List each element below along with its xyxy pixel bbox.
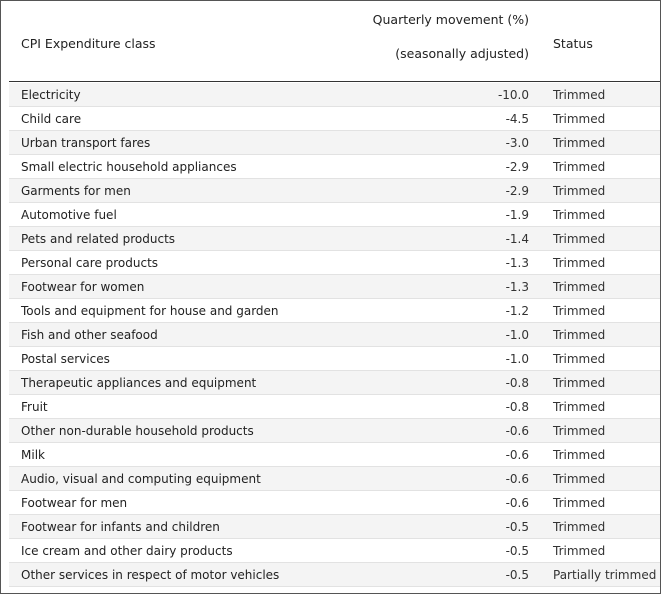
expenditure-class: Other non-durable household products <box>21 424 254 438</box>
expenditure-class: Garments for men <box>21 184 131 198</box>
expenditure-class: Footwear for infants and children <box>21 520 220 534</box>
status: Trimmed <box>553 448 606 462</box>
table-row: Footwear for women -1.3 Trimmed <box>9 275 660 299</box>
expenditure-class: Footwear for men <box>21 496 128 510</box>
expenditure-class: Pets and related products <box>21 232 176 246</box>
table-row: Personal care products -1.3 Trimmed <box>9 251 660 275</box>
column-header: CPI Expenditure class <box>21 36 156 51</box>
status: Trimmed <box>553 232 606 246</box>
quarterly-movement: -0.6 <box>505 472 529 486</box>
status: Trimmed <box>553 376 606 390</box>
expenditure-class: Urban transport fares <box>21 136 151 150</box>
table-row: Footwear for infants and children -0.5 Tri… <box>9 515 660 539</box>
quarterly-movement: -4.5 <box>505 112 529 126</box>
expenditure-class: Milk <box>21 448 45 462</box>
table-row: Electricity -10.0 Trimmed <box>9 83 660 107</box>
status: Trimmed <box>553 280 606 294</box>
expenditure-class: Ice cream and other dairy products <box>21 544 233 558</box>
expenditure-class: Postal services <box>21 352 110 366</box>
quarterly-movement: -1.9 <box>505 208 529 222</box>
status: Trimmed <box>553 496 606 510</box>
table-row: Child care -4.5 Trimmed <box>9 107 660 131</box>
table-body: Electricity -10.0 Trimmed Child care -4.5 Tri… <box>9 83 660 587</box>
table-row: Postal services -1.0 Trimmed <box>9 347 660 371</box>
status: Trimmed <box>553 544 606 558</box>
table-row: Therapeutic appliances and equipment -0.8… <box>9 371 660 395</box>
expenditure-class: Small electric household appliances <box>21 160 237 174</box>
status: Trimmed <box>553 400 606 414</box>
table-row: Garments for men -2.9 Trimmed <box>9 179 660 203</box>
table-row: Automotive fuel -1.9 Trimmed <box>9 203 660 227</box>
status: Trimmed <box>553 424 606 438</box>
status: Trimmed <box>553 472 606 486</box>
status: Partially trimmed <box>553 568 657 582</box>
quarterly-movement: -0.6 <box>505 424 529 438</box>
status: Trimmed <box>553 136 606 150</box>
quarterly-movement: -1.0 <box>505 352 529 366</box>
expenditure-class: Electricity <box>21 88 81 102</box>
status: Trimmed <box>553 208 606 222</box>
table-row: Small electric household appliances -2.9 T… <box>9 155 660 179</box>
expenditure-class: Other services in respect of motor vehic… <box>21 568 280 582</box>
table-row: Ice cream and other dairy products -0.5 Tr… <box>9 539 660 563</box>
expenditure-class: Child care <box>21 112 82 126</box>
quarterly-movement: -3.0 <box>505 136 529 150</box>
quarterly-movement: -1.0 <box>505 328 529 342</box>
status: Trimmed <box>553 184 606 198</box>
table-row: Footwear for men -0.6 Trimmed <box>9 491 660 515</box>
header-rule <box>9 81 660 82</box>
expenditure-class: Tools and equipment for house and garden <box>21 304 279 318</box>
expenditure-class: Footwear for women <box>21 280 145 294</box>
quarterly-movement: -2.9 <box>505 184 529 198</box>
column-header: Quarterly movement (%) <box>372 12 529 27</box>
expenditure-class: Therapeutic appliances and equipment <box>21 376 257 390</box>
table-row: Fruit -0.8 Trimmed <box>9 395 660 419</box>
quarterly-movement: -2.9 <box>505 160 529 174</box>
table-row: Pets and related products -1.4 Trimmed <box>9 227 660 251</box>
quarterly-movement: -0.5 <box>505 520 529 534</box>
quarterly-movement: -0.6 <box>505 448 529 462</box>
table-row: Audio, visual and computing equipment -0.… <box>9 467 660 491</box>
table-row: Tools and equipment for house and garden… <box>9 299 660 323</box>
status: Trimmed <box>553 256 606 270</box>
status: Trimmed <box>553 112 606 126</box>
table-row: Other non-durable household products -0.6… <box>9 419 660 443</box>
expenditure-class: Automotive fuel <box>21 208 117 222</box>
quarterly-movement: -10.0 <box>497 88 529 102</box>
status: Trimmed <box>553 520 606 534</box>
table-row: Urban transport fares -3.0 Trimmed <box>9 131 660 155</box>
quarterly-movement: -1.4 <box>505 232 529 246</box>
quarterly-movement: -0.5 <box>505 544 529 558</box>
column-header: Status <box>553 36 593 51</box>
expenditure-class: Fish and other seafood <box>21 328 158 342</box>
status: Trimmed <box>553 352 606 366</box>
table-row: Other services in respect of motor vehic… <box>9 563 660 587</box>
status: Trimmed <box>553 160 606 174</box>
expenditure-class: Personal care products <box>21 256 159 270</box>
quarterly-movement: -0.5 <box>505 568 529 582</box>
quarterly-movement: -1.3 <box>505 280 529 294</box>
status: Trimmed <box>553 328 606 342</box>
quarterly-movement: -1.3 <box>505 256 529 270</box>
expenditure-class: Fruit <box>21 400 48 414</box>
quarterly-movement: -0.8 <box>505 400 529 414</box>
quarterly-movement: -1.2 <box>505 304 529 318</box>
expenditure-class: Audio, visual and computing equipment <box>21 472 261 486</box>
table-row: Fish and other seafood -1.0 Trimmed <box>9 323 660 347</box>
status: Trimmed <box>553 304 606 318</box>
quarterly-movement: -0.8 <box>505 376 529 390</box>
table-row: Milk -0.6 Trimmed <box>9 443 660 467</box>
status: Trimmed <box>553 88 606 102</box>
quarterly-movement: -0.6 <box>505 496 529 510</box>
column-header-sub: (seasonally adjusted) <box>395 46 529 61</box>
